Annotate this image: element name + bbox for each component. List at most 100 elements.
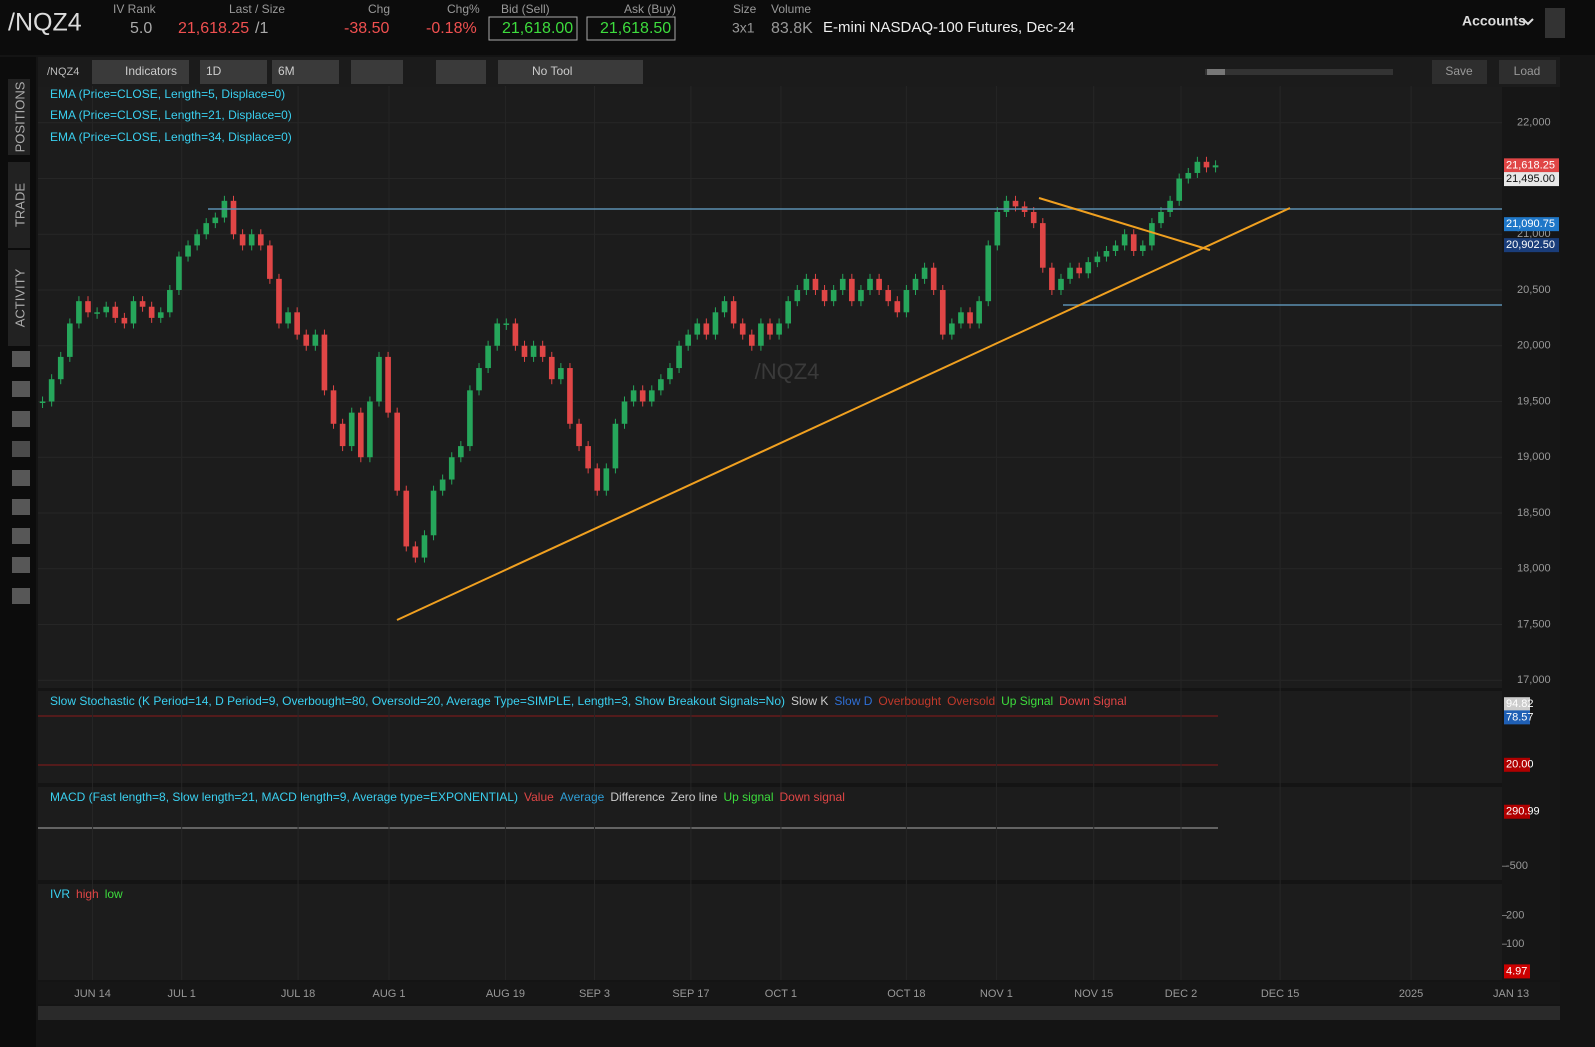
candle [958, 312, 964, 324]
study-label: EMA (Price=CLOSE, Length=21, Displace=0) [50, 108, 292, 122]
side-tab[interactable] [8, 162, 30, 248]
side-icon[interactable] [12, 411, 30, 427]
side-tab[interactable] [8, 250, 30, 346]
side-icon[interactable] [12, 381, 30, 397]
value: -0.18% [426, 20, 477, 37]
y-tick-label: 18,000 [1517, 563, 1551, 575]
interval-select[interactable] [200, 60, 267, 84]
accounts-caret[interactable] [1522, 18, 1534, 26]
button-label[interactable]: Load [1514, 64, 1541, 78]
candle [830, 290, 837, 302]
candle [312, 334, 319, 346]
candle [157, 312, 164, 318]
panel-title: IVR [50, 887, 70, 901]
candle [821, 290, 828, 302]
side-tab[interactable] [8, 79, 30, 155]
candle [439, 479, 446, 491]
candle [694, 323, 701, 335]
candle [376, 356, 382, 402]
candle [1067, 267, 1073, 279]
side-tab-label[interactable]: ACTIVITY [12, 268, 27, 327]
drawing-set[interactable] [436, 60, 486, 84]
x-tick-label: JUL 1 [168, 988, 196, 1000]
side-icon[interactable] [12, 499, 30, 515]
watermark: /NQZ4 [755, 359, 820, 384]
value-label: 100 [1506, 938, 1524, 950]
candle [748, 334, 755, 346]
candle [1121, 234, 1128, 246]
candle [1094, 256, 1101, 263]
side-icon[interactable] [12, 351, 30, 367]
candle [1003, 200, 1010, 212]
candle [294, 312, 300, 335]
bid-box[interactable] [488, 16, 578, 41]
label: Last / Size [229, 2, 285, 16]
side-icon[interactable] [12, 470, 30, 486]
x-tick-label: NOV 1 [980, 988, 1013, 1000]
candle [712, 312, 719, 335]
panel-title: Slow Stochastic (K Period=14, D Period=9… [50, 694, 785, 708]
candle [239, 234, 246, 246]
button-label[interactable]: Save [1445, 64, 1473, 78]
candle [194, 234, 200, 246]
y-tick-label: 19,000 [1517, 451, 1551, 463]
description: E-mini NASDAQ-100 Futures, Dec-24 [823, 19, 1075, 36]
price-badge-label: 21,618.25 [1506, 159, 1555, 171]
button-label[interactable]: 6M [278, 64, 295, 78]
side-tab-label[interactable]: POSITIONS [12, 81, 27, 152]
button-label[interactable]: Indicators [125, 64, 177, 78]
price-badge [1504, 158, 1559, 173]
button-label[interactable]: No Tool [532, 64, 572, 78]
candle [539, 345, 546, 357]
candle [148, 306, 155, 318]
candle [939, 290, 946, 335]
candle [603, 468, 610, 491]
value: -38.50 [344, 20, 389, 37]
x-tick-label: 2025 [1399, 988, 1423, 1000]
side-icon[interactable] [12, 588, 30, 604]
accounts[interactable]: Accounts [1462, 13, 1526, 29]
x-tick-label: DEC 2 [1165, 988, 1197, 1000]
candle [1158, 211, 1164, 224]
trend-line [1038, 197, 1211, 251]
value[interactable]: 21,618.00 [502, 20, 573, 37]
price-badge-label: 21,090.75 [1506, 218, 1555, 230]
candle [858, 290, 864, 302]
scrollbar[interactable] [38, 1006, 1560, 1020]
candle [685, 334, 691, 346]
side-icon[interactable] [12, 557, 30, 573]
candle [339, 423, 346, 447]
candle [921, 267, 928, 279]
candle [803, 278, 810, 291]
candle [612, 423, 619, 469]
legend-item: Up Signal [1001, 694, 1053, 708]
range-select[interactable] [272, 60, 339, 84]
value-label: 78.57 [1506, 711, 1534, 723]
chart-style[interactable] [351, 60, 403, 84]
value-badge [1504, 697, 1530, 712]
candle [730, 301, 737, 324]
zoom-slider[interactable] [1205, 69, 1393, 75]
y-tick-label: 20,000 [1517, 340, 1551, 352]
side-icon[interactable] [12, 441, 30, 457]
ask-box[interactable] [586, 16, 676, 41]
side-icon[interactable] [12, 528, 30, 544]
candle [512, 323, 519, 346]
zoom-thumb[interactable] [1207, 69, 1225, 75]
save-button[interactable] [1432, 60, 1487, 84]
indicators-button[interactable] [92, 60, 189, 84]
legend-item: low [105, 887, 123, 901]
candle [448, 457, 455, 480]
value[interactable]: 21,618.50 [600, 20, 671, 37]
label: IV Rank [113, 2, 157, 16]
label: Volume [771, 2, 811, 16]
collapse-button[interactable] [1545, 8, 1565, 38]
side-tab-label[interactable]: TRADE [12, 183, 27, 227]
load-button[interactable] [1499, 60, 1556, 84]
button-label[interactable]: 1D [206, 64, 222, 78]
candle [758, 323, 764, 346]
value: 21,618.25 [178, 20, 249, 37]
tool-select[interactable] [498, 60, 643, 84]
candle [185, 245, 191, 257]
candle [385, 356, 391, 413]
